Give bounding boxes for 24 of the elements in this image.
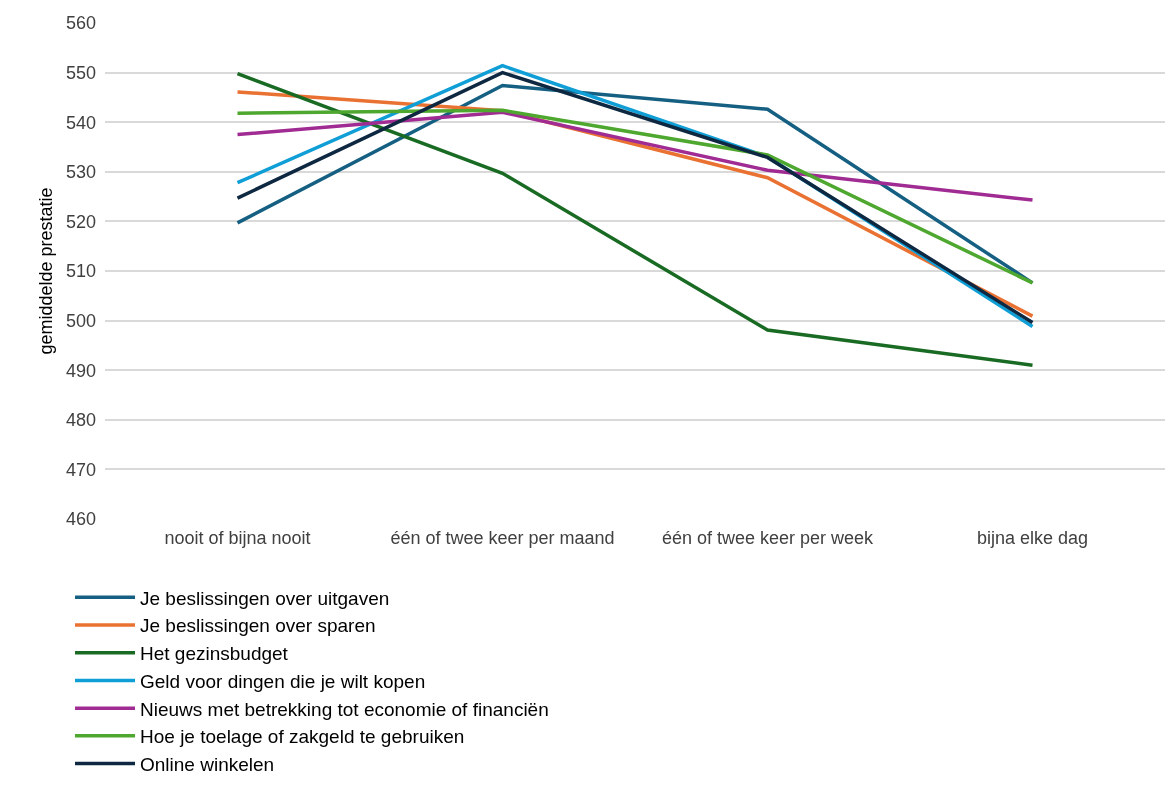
y-tick-label: 540 [65,112,96,133]
legend-label: Je beslissingen over sparen [140,615,376,637]
y-tick-label: 520 [65,211,96,232]
y-tick-label: 480 [65,410,96,431]
x-tick-label: bijna elke dag [976,528,1089,548]
legend-label: Je beslissingen over uitgaven [140,587,390,609]
y-tick-label: 490 [65,360,96,381]
y-axis-title: gemiddelde prestatie [36,187,57,355]
y-tick-label: 470 [65,459,96,480]
legend-label: Online winkelen [140,753,275,775]
y-tick-label: 530 [65,162,96,183]
y-tick-label: 560 [65,13,96,34]
y-tick-label: 460 [65,509,96,530]
y-tick-label: 500 [65,310,96,331]
y-tick-label: 550 [65,62,96,83]
x-tick-label: één of twee keer per week [661,528,875,548]
line-series [235,110,1035,202]
legend-label: Nieuws met betrekking tot economie of financiën [140,698,549,720]
legend-label: Hoe je toelage of zakgeld te gebruiken [140,726,465,748]
legend-label: Het gezinsbudget [140,643,289,665]
x-tick-label: nooit of bijna nooit [164,528,311,548]
legend-label: Geld voor dingen die je wilt kopen [140,670,426,692]
x-tick-label: één of twee keer per maand [390,528,615,548]
y-tick-label: 510 [65,261,96,282]
